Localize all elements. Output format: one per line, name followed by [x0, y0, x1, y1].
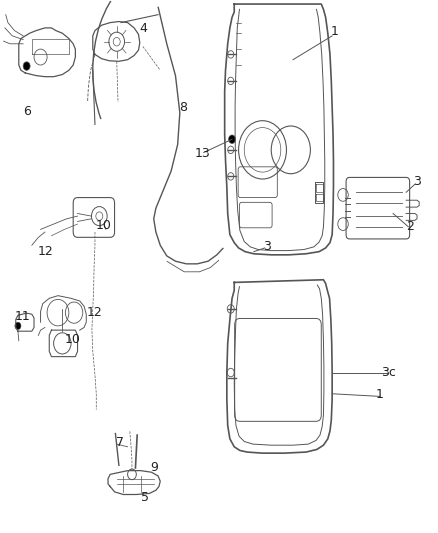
- Text: 9: 9: [151, 462, 159, 474]
- Text: 8: 8: [179, 101, 187, 114]
- Text: 6: 6: [23, 104, 31, 118]
- Text: 12: 12: [86, 306, 102, 319]
- Text: 1: 1: [376, 389, 384, 401]
- Circle shape: [23, 62, 30, 70]
- Circle shape: [228, 173, 234, 180]
- Text: 12: 12: [38, 245, 54, 258]
- Circle shape: [227, 368, 234, 377]
- Circle shape: [228, 77, 234, 85]
- Circle shape: [228, 51, 234, 58]
- Text: 10: 10: [96, 219, 112, 232]
- Text: 10: 10: [64, 333, 80, 346]
- Text: 11: 11: [14, 310, 30, 324]
- Text: 5: 5: [141, 491, 149, 504]
- Text: 4: 4: [139, 22, 147, 36]
- Circle shape: [229, 135, 236, 143]
- Text: 1: 1: [330, 25, 338, 38]
- Text: 7: 7: [116, 436, 124, 449]
- Text: 2: 2: [406, 220, 414, 233]
- Circle shape: [113, 37, 120, 46]
- Text: 3: 3: [263, 240, 271, 253]
- Circle shape: [228, 146, 234, 154]
- Text: 3: 3: [413, 175, 421, 188]
- Text: 3c: 3c: [381, 366, 396, 379]
- Circle shape: [15, 322, 21, 329]
- Text: 13: 13: [195, 147, 211, 159]
- Circle shape: [127, 469, 136, 480]
- Circle shape: [227, 305, 234, 313]
